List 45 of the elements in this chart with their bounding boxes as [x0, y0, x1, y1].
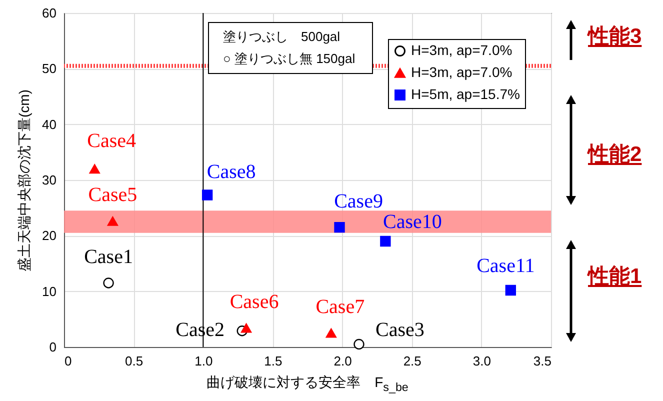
text: 性能1 — [588, 264, 642, 290]
data-label: Case11 — [476, 255, 535, 278]
point — [89, 164, 100, 174]
point — [103, 278, 114, 288]
point — [107, 216, 118, 226]
x-tick-label: 1.5 — [264, 354, 282, 368]
data-label: Case7 — [316, 296, 365, 318]
x-tick-label: 0 — [64, 354, 72, 368]
x-tick-label: 0.5 — [125, 354, 144, 368]
x-tick-label: 2.0 — [334, 354, 352, 368]
y-tick-label: 0 — [49, 340, 56, 354]
data-label: Case5 — [88, 184, 138, 206]
y-axis-title: 盛土天端中央部の沈下量(cm) — [16, 90, 32, 272]
data-label: Case10 — [382, 211, 442, 234]
x-tick-label: 1.0 — [194, 354, 213, 368]
y-tick-label: 20 — [42, 228, 56, 244]
point — [354, 338, 364, 350]
data-label: Case9 — [334, 190, 383, 212]
y-tick-label: 50 — [42, 61, 56, 76]
text: 性能2 — [588, 142, 642, 168]
data-label: Case4 — [87, 130, 136, 152]
annotation: ○ 塗りつぶし無 150gal — [223, 50, 356, 68]
data-label: Case8 — [206, 161, 256, 184]
x-tick-label: 3.0 — [472, 354, 491, 368]
y-tick-label: 30 — [42, 172, 56, 188]
legend-label: H=3m, ap=7.0% — [411, 42, 512, 58]
x-tick-label: 2.5 — [403, 354, 422, 368]
annotation: 塗りつぶし 500gal — [223, 28, 342, 46]
point — [334, 222, 345, 233]
point — [380, 236, 391, 247]
data-label: Case6 — [230, 291, 279, 314]
data-label: Case1 — [84, 246, 133, 268]
point — [202, 190, 213, 200]
legend-label: H=5m, ap=15.7% — [411, 86, 520, 102]
data-label: Case3 — [376, 319, 424, 342]
text: 性能3 — [588, 24, 642, 50]
y-tick-label: 60 — [42, 6, 56, 20]
point — [240, 323, 252, 333]
y-tick-label: 40 — [42, 116, 56, 132]
x-tick-label: 3.5 — [533, 354, 552, 368]
y-tick-label: 10 — [42, 284, 56, 299]
x-axis-title: 曲げ破壊に対する安全率 F$_{s_be}$ — [206, 374, 410, 394]
point — [326, 328, 336, 338]
legend-label: H=3m, ap=7.0% — [411, 64, 512, 80]
point — [505, 284, 516, 296]
